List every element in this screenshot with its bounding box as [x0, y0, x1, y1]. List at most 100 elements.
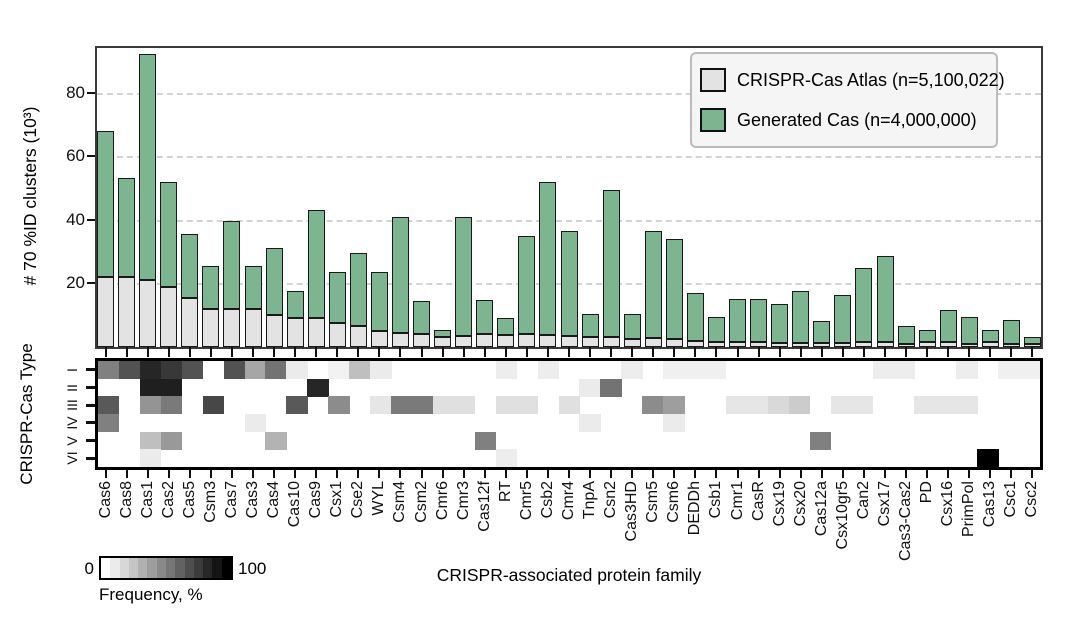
- bar-segment-generated: [539, 181, 557, 335]
- bar-segment-generated: [750, 299, 768, 343]
- legend-item-atlas: CRISPR-Cas Atlas (n=5,100,022): [700, 68, 1005, 92]
- bar-segment-atlas: [644, 338, 662, 347]
- x-tick-label: Csx19: [770, 481, 788, 527]
- heatmap-cell: [160, 396, 183, 415]
- heatmap-cell: [160, 361, 183, 380]
- bar-segment-atlas: [602, 337, 620, 347]
- bar-segment-atlas: [665, 339, 683, 347]
- x-axis-tick: [525, 347, 528, 357]
- x-axis-tick: [146, 347, 149, 357]
- bar-segment-generated: [518, 235, 536, 335]
- bar-segment-atlas: [939, 342, 957, 347]
- colorbar-step: [184, 558, 194, 578]
- colorbar-step: [203, 558, 213, 578]
- bar-segment-atlas: [97, 277, 115, 347]
- heatmap-x-tick: [294, 470, 297, 478]
- x-tick-label: Csm4: [391, 481, 409, 523]
- heatmap-cell: [642, 396, 664, 415]
- x-axis-tick: [504, 347, 507, 357]
- heatmap-cell: [370, 361, 392, 380]
- x-axis-tick: [462, 347, 465, 357]
- heatmap-cell: [537, 361, 560, 380]
- bar-segment-generated: [265, 248, 283, 316]
- bar-segment-atlas: [750, 342, 768, 347]
- x-tick-label: Csx17: [876, 481, 893, 527]
- x-tick-label: Cas3HD: [623, 481, 641, 542]
- bar-segment-atlas: [455, 335, 473, 347]
- bar-segment-generated: [897, 326, 915, 344]
- bar-segment-generated: [644, 230, 662, 339]
- heatmap-cell: [956, 396, 978, 415]
- heatmap-cell: [579, 414, 601, 433]
- x-tick-label: Csx10gr5: [833, 481, 851, 550]
- heatmap-cell: [746, 396, 769, 415]
- y-axis-tick: [87, 155, 95, 158]
- bar-segment-atlas: [223, 308, 241, 347]
- x-axis-tick: [188, 347, 191, 357]
- x-tick-label: Csc1: [1002, 481, 1020, 518]
- x-axis-tick: [673, 347, 676, 357]
- x-axis-tick: [104, 347, 107, 357]
- bar-segment-atlas: [686, 340, 704, 347]
- x-axis-tick: [884, 347, 886, 357]
- bar-segment-generated: [413, 300, 431, 335]
- heatmap-x-tick: [778, 470, 781, 478]
- bar-segment-generated: [370, 272, 388, 332]
- heatmap-x-tick: [673, 470, 676, 478]
- bar-segment-atlas: [876, 342, 894, 347]
- bar-segment-atlas: [771, 342, 789, 347]
- x-tick-label: Cas7: [222, 481, 240, 519]
- heatmap-x-tick: [104, 470, 107, 478]
- x-axis-tick: [778, 347, 781, 357]
- heatmap-x-tick: [1031, 470, 1034, 478]
- heatmap-row-tick: [86, 368, 95, 372]
- heatmap-cell: [139, 431, 162, 450]
- bar-chart-y-axis-label: # 70 %ID clusters (10³): [20, 106, 40, 286]
- x-axis-tick: [862, 347, 865, 357]
- bar-segment-atlas: [434, 337, 452, 347]
- bar-segment-generated: [307, 210, 325, 319]
- x-tick-label: Cmr4: [560, 481, 577, 521]
- x-axis-tick: [736, 347, 739, 357]
- heatmap-cell: [328, 361, 350, 380]
- bar-segment-generated: [286, 291, 304, 319]
- heatmap-cell: [202, 396, 225, 415]
- x-axis-tick: [252, 347, 254, 357]
- heatmap-cell: [893, 361, 915, 380]
- x-tick-label: Cse2: [349, 481, 367, 519]
- x-tick-label: Cas9: [307, 481, 325, 519]
- colorbar-step: [101, 558, 111, 578]
- heatmap-x-tick: [399, 470, 402, 478]
- x-tick-label: Cas3: [244, 481, 261, 519]
- row-label: VI: [64, 451, 80, 465]
- heatmap-row-tick: [86, 386, 95, 389]
- bar-segment-generated: [686, 292, 704, 341]
- bar-segment-atlas: [391, 332, 409, 347]
- bar-segment-atlas: [497, 334, 515, 347]
- bar-segment-generated: [623, 313, 641, 340]
- x-tick-label: Csx1: [328, 481, 346, 518]
- gridline: [97, 92, 1041, 95]
- x-tick-label: Cas10: [286, 481, 304, 528]
- legend-label-atlas: CRISPR-Cas Atlas (n=5,100,022): [737, 69, 1005, 90]
- x-tick-label: Cas4: [265, 481, 283, 519]
- heatmap-cell: [495, 449, 518, 468]
- heatmap-cell: [977, 449, 999, 468]
- x-tick-label: Cas2: [159, 481, 177, 519]
- heatmap-x-tick: [209, 470, 212, 478]
- heatmap-x-tick: [462, 470, 465, 478]
- heatmap-x-tick: [167, 470, 170, 478]
- bar-segment-atlas: [855, 342, 873, 347]
- bar-segment-generated: [960, 316, 978, 344]
- bar-segment-generated: [729, 299, 747, 343]
- x-tick-label: Csm2: [412, 481, 430, 523]
- heatmap-cell: [139, 449, 162, 468]
- x-tick-label: PrimPol: [960, 481, 978, 538]
- heatmap-row-tick: [86, 403, 95, 407]
- heatmap-cell: [600, 378, 622, 397]
- bar-segment-atlas: [518, 334, 536, 347]
- x-axis-tick: [546, 347, 549, 357]
- bar-segment-atlas: [729, 342, 747, 347]
- heatmap-row-tick: [86, 439, 95, 442]
- x-tick-label: RT: [496, 481, 514, 503]
